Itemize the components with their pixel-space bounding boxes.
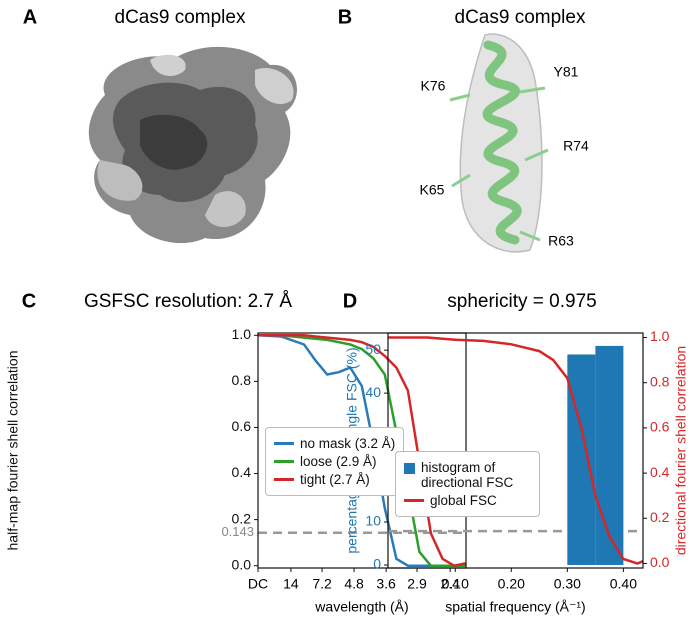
x-tick-label: 0.30 bbox=[554, 576, 581, 592]
y-tick-label: 0.8 bbox=[232, 372, 252, 388]
x-axis-title: spatial frequency (Å⁻¹) bbox=[445, 599, 585, 615]
legend-swatch bbox=[274, 478, 294, 481]
density-map bbox=[88, 46, 297, 244]
chart-title: sphericity = 0.975 bbox=[447, 291, 596, 312]
y-axis-title: half-map fourier shell correlation bbox=[5, 351, 21, 551]
x-tick-label: 0.20 bbox=[498, 576, 525, 592]
fsc-curve bbox=[258, 334, 466, 567]
x-tick-label: 2.4 bbox=[440, 576, 460, 592]
legend-label: no mask (3.2 Å) bbox=[300, 436, 396, 451]
bar bbox=[595, 345, 624, 565]
chart-title: GSFSC resolution: 2.7 Å bbox=[84, 291, 292, 312]
legend-label: loose (2.9 Å) bbox=[300, 454, 377, 469]
x-tick-label: DC bbox=[248, 576, 268, 592]
legend-item: global FSC bbox=[404, 493, 531, 508]
y-tick-label: 0 bbox=[373, 556, 381, 572]
panel-label: D bbox=[343, 290, 357, 312]
y-tick-label: 0.2 bbox=[232, 510, 252, 526]
x-tick-label: 7.2 bbox=[312, 576, 332, 592]
residue-label: Y81 bbox=[554, 64, 579, 80]
y-tick-label: 0.6 bbox=[232, 418, 252, 434]
y-tick-label: 10 bbox=[365, 513, 381, 529]
y-tick-label: 50 bbox=[365, 341, 381, 357]
y2-tick-label: 0.2 bbox=[650, 509, 670, 525]
y2-tick-label: 0.8 bbox=[650, 373, 670, 389]
legend-item: no mask (3.2 Å) bbox=[274, 436, 395, 451]
fsc-curve bbox=[258, 334, 466, 568]
legend-item: histogram of directional FSC bbox=[404, 460, 531, 490]
y2-tick-label: 1.0 bbox=[650, 328, 670, 344]
bar bbox=[567, 354, 596, 565]
panel-label: A bbox=[23, 6, 37, 28]
panel-title: dCas9 complex bbox=[115, 7, 246, 28]
x-tick-label: 3.6 bbox=[376, 576, 396, 592]
fsc-curve bbox=[388, 336, 644, 565]
x-tick-label: 0.10 bbox=[442, 576, 469, 592]
legend-label: histogram of directional FSC bbox=[421, 459, 514, 490]
legend-swatch bbox=[274, 442, 294, 445]
y-tick-label: 40 bbox=[365, 384, 381, 400]
legend-item: tight (2.7 Å) bbox=[274, 472, 395, 487]
panel-label: C bbox=[22, 290, 36, 312]
legend-label: tight (2.7 Å) bbox=[300, 472, 370, 487]
legend-swatch bbox=[404, 498, 424, 502]
residue-label: K65 bbox=[420, 182, 445, 198]
x-axis-title: wavelength (Å) bbox=[314, 599, 408, 615]
x-tick-label: 2.9 bbox=[407, 576, 427, 592]
threshold-label: 0.143 bbox=[221, 524, 254, 539]
y-tick-label: 0.4 bbox=[232, 464, 252, 480]
y-tick-label: 1.0 bbox=[232, 326, 252, 342]
x-tick-label: 4.8 bbox=[344, 576, 364, 592]
y-tick-label: 0.0 bbox=[232, 556, 252, 572]
y2-tick-label: 0.4 bbox=[650, 464, 670, 480]
x-tick-label: 0.40 bbox=[610, 576, 637, 592]
legend: no mask (3.2 Å) loose (2.9 Å) tight (2.7 Å… bbox=[265, 427, 405, 496]
residue-label: R63 bbox=[548, 233, 574, 249]
legend-label: global FSC bbox=[430, 492, 497, 508]
legend-item: loose (2.9 Å) bbox=[274, 454, 395, 469]
y2-tick-label: 0.6 bbox=[650, 419, 670, 435]
y2-axis-title: directional fourier shell correlation bbox=[673, 346, 689, 555]
residue-label: K76 bbox=[421, 78, 446, 94]
panel-label: B bbox=[338, 6, 352, 28]
legend-swatch bbox=[274, 460, 294, 463]
residue-label: R74 bbox=[563, 138, 589, 154]
legend: histogram of directional FSC global FSC bbox=[395, 450, 540, 517]
x-tick-label: 14 bbox=[283, 576, 299, 592]
panel-title: dCas9 complex bbox=[455, 7, 586, 28]
legend-swatch bbox=[404, 462, 415, 474]
helix-map bbox=[449, 33, 549, 253]
y2-tick-label: 0.0 bbox=[650, 554, 670, 570]
